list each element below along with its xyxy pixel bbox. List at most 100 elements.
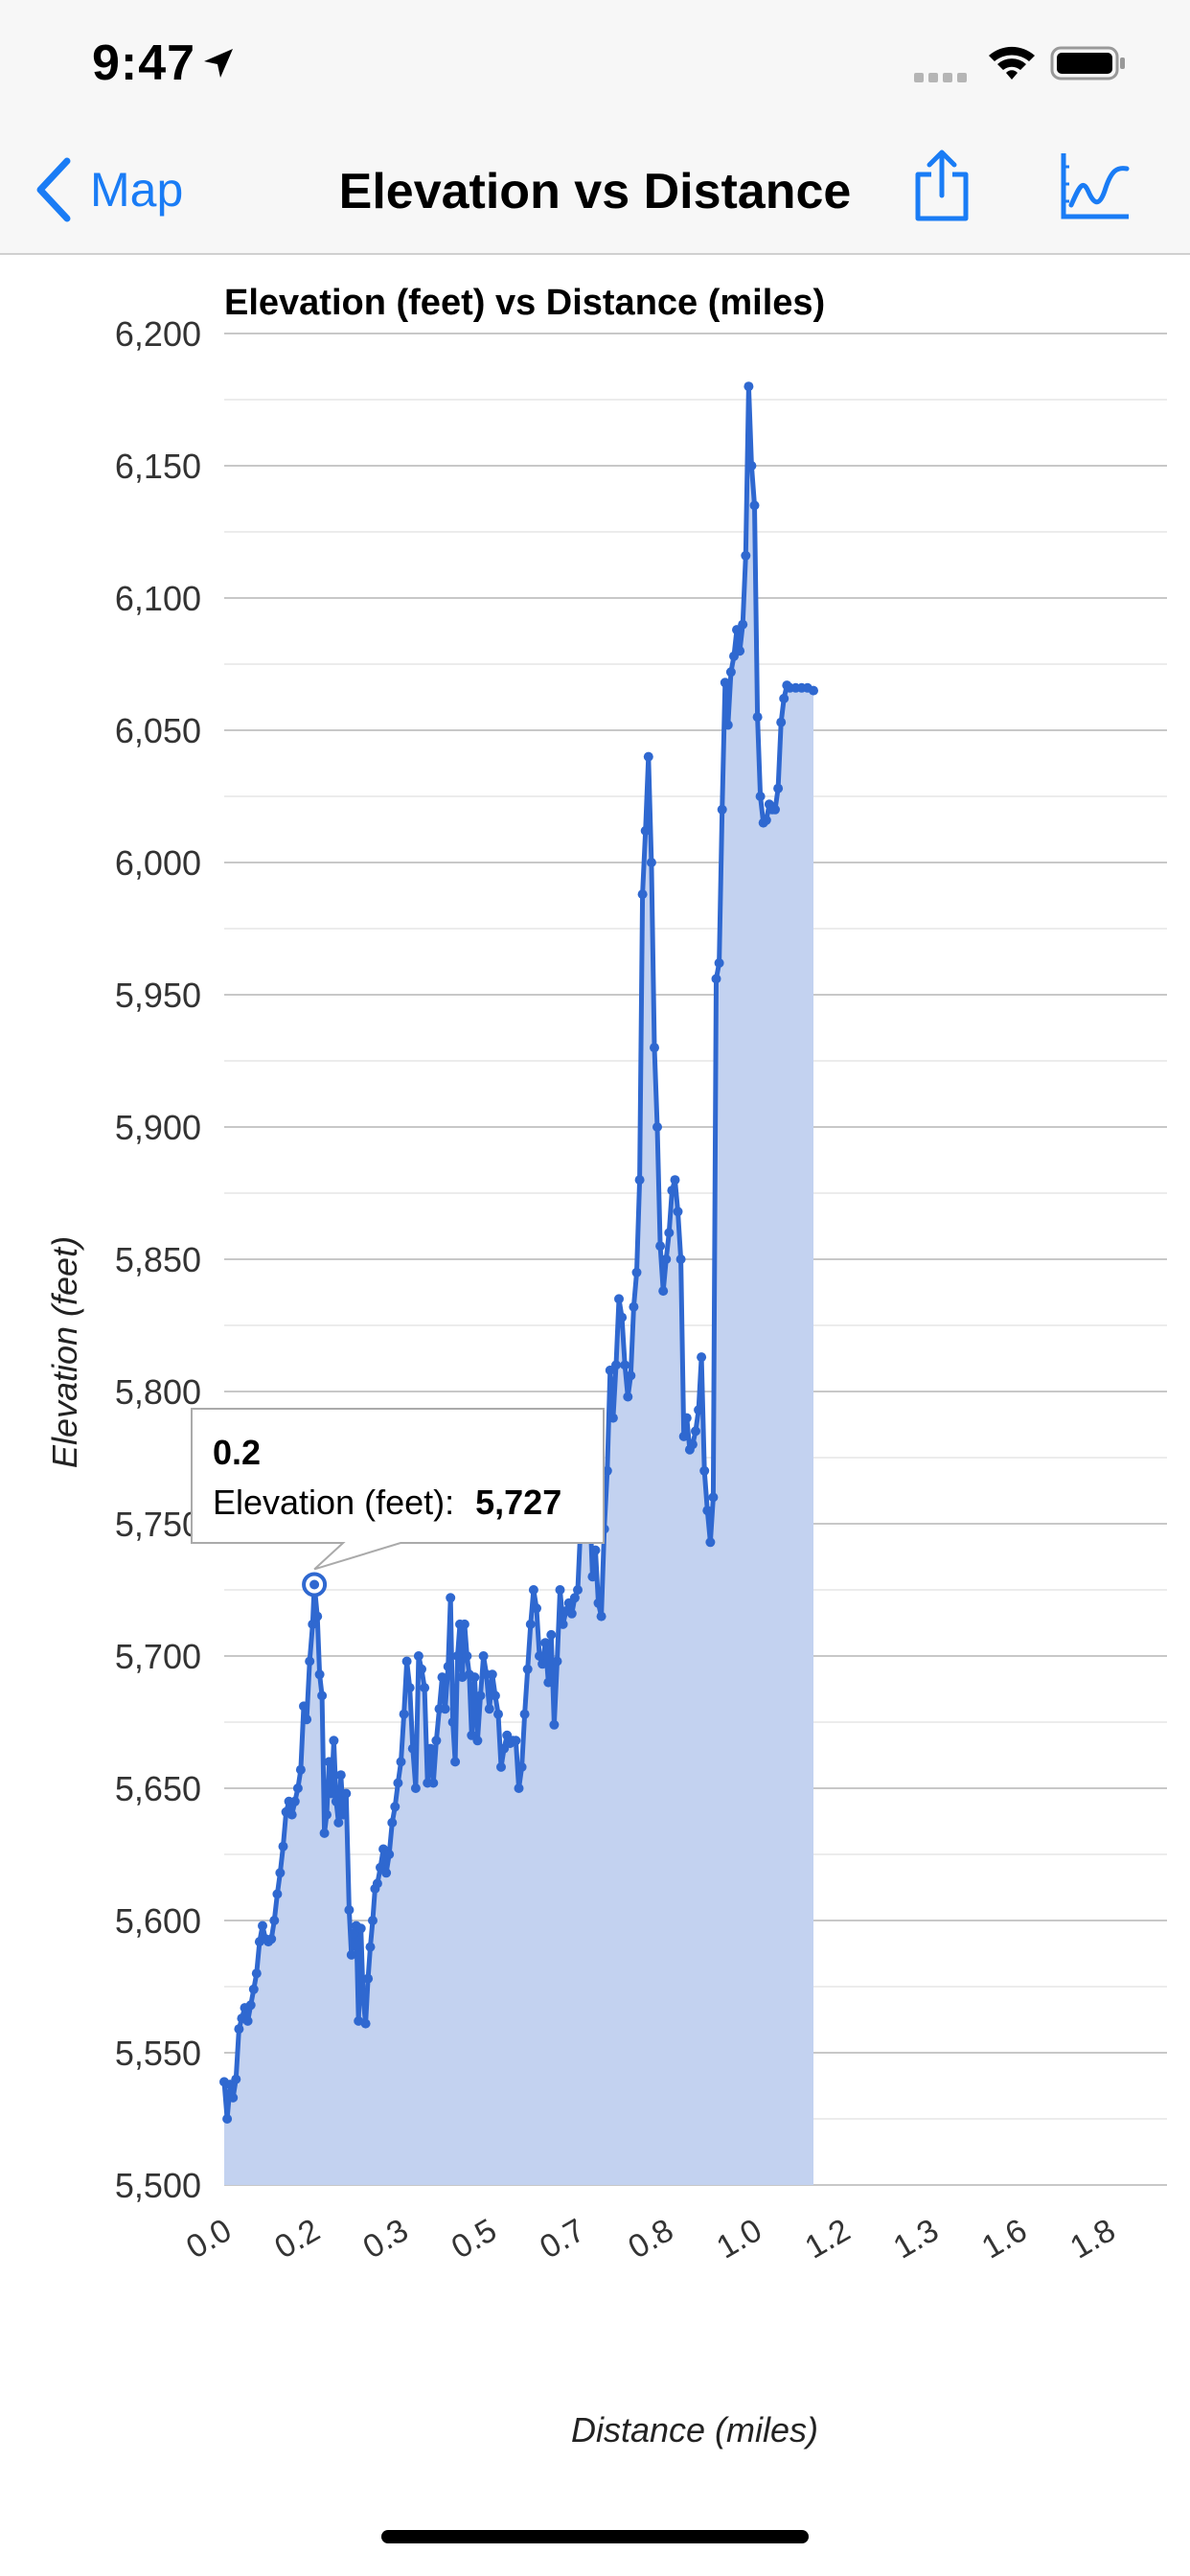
data-point[interactable] [779, 693, 790, 703]
data-point[interactable] [234, 2024, 244, 2035]
data-point[interactable] [617, 1312, 628, 1322]
data-point[interactable] [269, 1916, 280, 1925]
data-point[interactable] [372, 1878, 382, 1889]
data-point[interactable] [331, 1796, 341, 1806]
data-point[interactable] [650, 1043, 659, 1053]
data-point[interactable] [552, 1656, 562, 1667]
data-point[interactable] [744, 381, 754, 392]
data-point[interactable] [640, 825, 651, 836]
data-point[interactable] [299, 1701, 309, 1712]
data-point[interactable] [324, 1757, 334, 1767]
data-point[interactable] [333, 1817, 344, 1828]
data-point[interactable] [447, 1717, 458, 1727]
data-point[interactable] [746, 461, 757, 471]
data-point[interactable] [566, 1608, 577, 1619]
data-point[interactable] [248, 1984, 259, 1994]
data-point[interactable] [242, 2015, 253, 2026]
data-point[interactable] [516, 1761, 527, 1772]
data-point[interactable] [305, 1656, 315, 1667]
data-point[interactable] [425, 1743, 436, 1754]
data-point[interactable] [555, 1585, 565, 1595]
data-point[interactable] [251, 1968, 262, 1979]
back-button[interactable]: Map [34, 153, 183, 226]
data-point[interactable] [222, 2114, 233, 2124]
line-chart-icon[interactable] [1058, 150, 1131, 222]
data-point[interactable] [446, 1593, 456, 1603]
data-point[interactable] [420, 1683, 430, 1693]
data-point[interactable] [314, 1669, 325, 1680]
data-point[interactable] [522, 1664, 533, 1674]
data-point[interactable] [413, 1651, 423, 1661]
data-point[interactable] [631, 1267, 642, 1277]
data-point[interactable] [755, 792, 766, 801]
data-point[interactable] [620, 1360, 630, 1370]
data-point[interactable] [532, 1603, 541, 1614]
data-point[interactable] [773, 783, 784, 794]
data-point[interactable] [384, 1850, 395, 1859]
data-point[interactable] [295, 1764, 306, 1775]
data-point[interactable] [629, 1301, 639, 1312]
data-point[interactable] [278, 1841, 288, 1852]
data-point[interactable] [519, 1709, 530, 1719]
data-point[interactable] [381, 1868, 392, 1878]
elevation-chart[interactable]: 5,500 5,550 5,600 5,650 5,700 5,750 5,800 5,850… [0, 255, 1190, 2497]
data-point[interactable] [525, 1619, 536, 1629]
data-point[interactable] [231, 2074, 241, 2084]
data-point[interactable] [614, 1294, 624, 1304]
share-icon[interactable] [910, 148, 973, 224]
data-point[interactable] [289, 1796, 300, 1806]
data-point[interactable] [478, 1651, 489, 1661]
data-point[interactable] [749, 500, 760, 511]
data-point[interactable] [344, 1905, 355, 1915]
data-point[interactable] [717, 804, 727, 815]
data-point[interactable] [358, 1994, 369, 2005]
data-point[interactable] [275, 1868, 286, 1878]
data-point[interactable] [538, 1659, 548, 1669]
data-point[interactable] [317, 1690, 328, 1701]
data-point[interactable] [667, 1185, 677, 1196]
data-point[interactable] [691, 1426, 700, 1437]
data-point[interactable] [393, 1778, 403, 1788]
data-point[interactable] [776, 717, 787, 727]
data-point[interactable] [664, 1228, 675, 1238]
data-point[interactable] [487, 1669, 497, 1680]
data-point[interactable] [711, 974, 721, 984]
data-point[interactable] [752, 712, 763, 723]
data-point[interactable] [308, 1619, 318, 1629]
data-point[interactable] [245, 2000, 256, 2011]
data-point[interactable] [670, 1175, 680, 1185]
data-point[interactable] [623, 1392, 633, 1402]
data-point[interactable] [573, 1585, 583, 1595]
data-point[interactable] [322, 1809, 332, 1820]
data-point[interactable] [443, 1662, 453, 1671]
data-point[interactable] [702, 1506, 713, 1516]
data-point[interactable] [272, 1889, 283, 1899]
data-point[interactable] [346, 1949, 356, 1960]
data-point[interactable] [655, 1241, 666, 1252]
data-point[interactable] [440, 1704, 450, 1714]
data-point[interactable] [469, 1672, 480, 1683]
data-point[interactable] [569, 1593, 580, 1603]
data-point[interactable] [404, 1683, 415, 1693]
data-point[interactable] [678, 1431, 689, 1441]
data-point[interactable] [770, 804, 780, 815]
data-point[interactable] [646, 858, 656, 867]
data-point[interactable] [705, 1537, 716, 1548]
data-point[interactable] [472, 1736, 483, 1746]
data-point[interactable] [428, 1778, 439, 1788]
data-point[interactable] [643, 751, 653, 762]
data-point[interactable] [360, 2018, 371, 2029]
data-point[interactable] [355, 1923, 366, 1934]
data-point[interactable] [558, 1619, 568, 1629]
data-point[interactable] [228, 2092, 239, 2103]
data-point[interactable] [335, 1770, 346, 1781]
data-point[interactable] [738, 619, 748, 630]
data-point[interactable] [417, 1664, 426, 1674]
data-point[interactable] [387, 1817, 398, 1828]
data-point[interactable] [528, 1585, 538, 1595]
data-point[interactable] [675, 1254, 686, 1264]
data-point[interactable] [658, 1286, 669, 1297]
data-point[interactable] [607, 1413, 618, 1423]
data-point[interactable] [694, 1405, 704, 1415]
data-point[interactable] [514, 1783, 524, 1793]
